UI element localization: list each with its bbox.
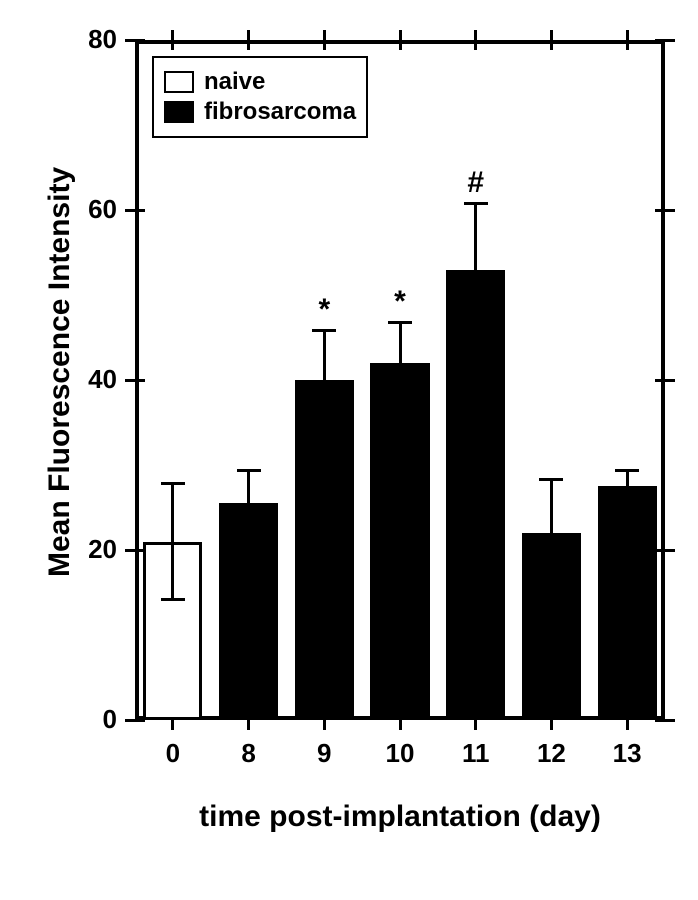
significance-marker: * xyxy=(294,293,354,327)
x-tick-top-inner xyxy=(626,40,629,50)
y-tick-left-inner xyxy=(135,209,145,212)
x-tick-bottom-outer xyxy=(247,720,250,730)
x-tick-top-inner xyxy=(171,40,174,50)
y-tick-right-inner xyxy=(655,379,665,382)
y-tick-left-outer xyxy=(125,39,135,42)
x-tick-label: 9 xyxy=(286,738,362,769)
x-tick-bottom-outer xyxy=(399,720,402,730)
x-tick-label: 8 xyxy=(211,738,287,769)
x-tick-top-inner xyxy=(474,40,477,50)
x-tick-top-outer xyxy=(323,30,326,40)
error-cap-upper xyxy=(237,469,261,472)
x-tick-top-outer xyxy=(247,30,250,40)
bar xyxy=(370,363,429,720)
bar xyxy=(295,380,354,720)
y-tick-label: 20 xyxy=(67,534,117,565)
y-tick-left-outer xyxy=(125,719,135,722)
y-tick-left-outer xyxy=(125,209,135,212)
error-cap-upper xyxy=(615,469,639,472)
legend-label: naive xyxy=(204,68,265,96)
error-cap-upper xyxy=(464,202,488,205)
error-cap-upper xyxy=(539,478,563,481)
x-tick-top-outer xyxy=(399,30,402,40)
y-tick-label: 60 xyxy=(67,194,117,225)
x-axis-title: time post-implantation (day) xyxy=(120,800,680,834)
error-cap-upper xyxy=(312,329,336,332)
error-bar-upper xyxy=(474,202,477,270)
y-tick-right-outer xyxy=(665,379,675,382)
y-tick-label: 0 xyxy=(67,704,117,735)
y-tick-left-outer xyxy=(125,549,135,552)
x-tick-top-outer xyxy=(474,30,477,40)
legend-swatch xyxy=(164,71,194,93)
y-tick-right-outer xyxy=(665,719,675,722)
legend-swatch xyxy=(164,101,194,123)
error-bar-upper xyxy=(171,482,174,542)
x-tick-top-outer xyxy=(171,30,174,40)
bar xyxy=(522,533,581,720)
legend-row: naive xyxy=(164,68,356,96)
y-tick-label: 80 xyxy=(67,24,117,55)
significance-marker: * xyxy=(370,285,430,319)
bar xyxy=(446,270,505,721)
x-tick-top-outer xyxy=(550,30,553,40)
legend-box: naivefibrosarcoma xyxy=(152,56,368,138)
x-tick-bottom-outer xyxy=(626,720,629,730)
bar xyxy=(598,486,657,720)
legend-row: fibrosarcoma xyxy=(164,98,356,126)
y-tick-right-inner xyxy=(655,209,665,212)
x-tick-label: 0 xyxy=(135,738,211,769)
x-tick-label: 10 xyxy=(362,738,438,769)
significance-marker: # xyxy=(446,166,506,200)
y-tick-label: 40 xyxy=(67,364,117,395)
y-tick-right-outer xyxy=(665,209,675,212)
x-tick-label: 11 xyxy=(438,738,514,769)
x-tick-top-outer xyxy=(626,30,629,40)
x-tick-bottom-outer xyxy=(323,720,326,730)
error-bar-upper xyxy=(399,321,402,364)
x-tick-label: 12 xyxy=(514,738,590,769)
x-tick-top-inner xyxy=(247,40,250,50)
y-tick-left-outer xyxy=(125,379,135,382)
y-tick-left-inner xyxy=(135,379,145,382)
y-tick-right-outer xyxy=(665,39,675,42)
x-tick-label: 13 xyxy=(589,738,665,769)
error-bar-upper xyxy=(323,329,326,380)
error-cap-upper xyxy=(161,482,185,485)
y-tick-right-outer xyxy=(665,549,675,552)
y-tick-right-inner xyxy=(655,39,665,42)
x-tick-top-inner xyxy=(550,40,553,50)
legend-label: fibrosarcoma xyxy=(204,98,356,126)
x-tick-bottom-outer xyxy=(171,720,174,730)
error-cap-lower xyxy=(161,598,185,601)
y-tick-left-inner xyxy=(135,39,145,42)
error-bar-lower xyxy=(171,542,174,602)
error-bar-upper xyxy=(550,478,553,533)
error-cap-upper xyxy=(388,321,412,324)
chart-frame: Mean Fluorescence Intensity time post-im… xyxy=(0,0,698,900)
bar xyxy=(219,503,278,720)
x-tick-top-inner xyxy=(323,40,326,50)
x-tick-top-inner xyxy=(399,40,402,50)
x-tick-bottom-outer xyxy=(550,720,553,730)
error-bar-upper xyxy=(247,469,250,503)
x-tick-bottom-outer xyxy=(474,720,477,730)
